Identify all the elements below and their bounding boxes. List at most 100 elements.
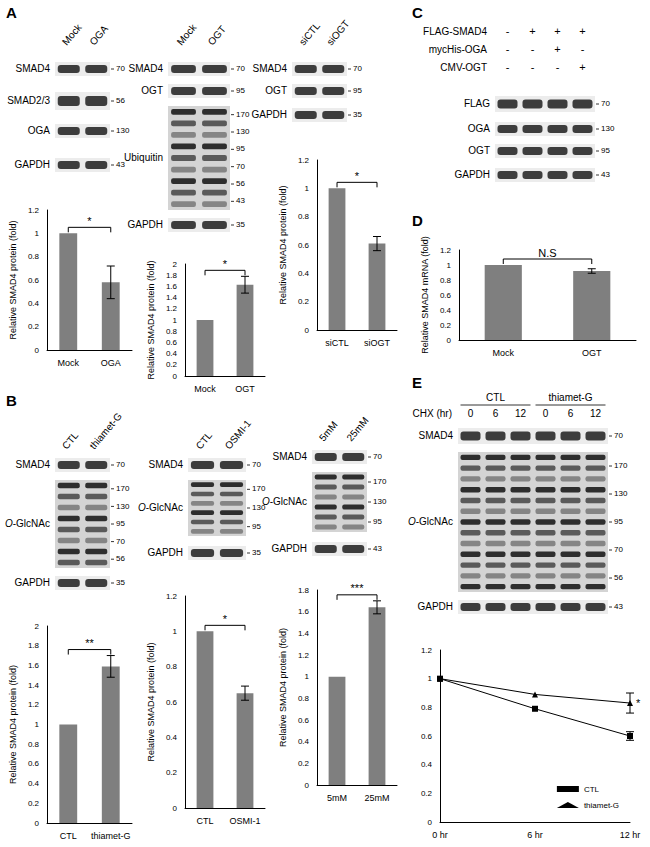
svg-text:GAPDH: GAPDH <box>251 109 287 120</box>
svg-text:*: * <box>223 613 228 625</box>
svg-text:OSMI-1: OSMI-1 <box>223 417 254 451</box>
svg-text:0.8: 0.8 <box>298 212 310 221</box>
svg-text:70: 70 <box>236 162 245 171</box>
svg-text:0.4: 0.4 <box>298 269 310 278</box>
svg-text:GAPDH: GAPDH <box>14 577 50 588</box>
svg-text:0: 0 <box>173 804 178 813</box>
svg-text:1.8: 1.8 <box>298 586 310 595</box>
svg-text:0: 0 <box>173 372 178 381</box>
svg-text:0.6: 0.6 <box>298 241 310 250</box>
svg-text:Relative SMAD4 protein (fold): Relative SMAD4 protein (fold) <box>146 642 156 761</box>
svg-text:70: 70 <box>116 64 125 73</box>
svg-text:GAPDH: GAPDH <box>454 169 490 180</box>
svg-text:0: 0 <box>305 326 310 335</box>
svg-text:SMAD4: SMAD4 <box>253 63 288 74</box>
svg-text:*: * <box>636 697 641 709</box>
svg-text:95: 95 <box>614 517 623 526</box>
svg-text:130: 130 <box>116 126 130 135</box>
svg-text:0.8: 0.8 <box>421 703 433 712</box>
svg-text:*: * <box>355 170 360 182</box>
svg-text:0.4: 0.4 <box>298 737 310 746</box>
svg-text:1: 1 <box>173 627 178 636</box>
svg-text:O-GlcNAc: O-GlcNAc <box>408 516 453 527</box>
svg-text:70: 70 <box>614 431 623 440</box>
svg-text:GAPDH: GAPDH <box>271 543 307 554</box>
svg-text:0.2: 0.2 <box>28 799 40 808</box>
svg-text:170: 170 <box>614 461 628 470</box>
svg-text:thiamet-G: thiamet-G <box>87 410 124 451</box>
svg-text:OGA: OGA <box>101 358 121 368</box>
svg-text:1.6: 1.6 <box>166 282 178 291</box>
svg-text:70: 70 <box>353 64 362 73</box>
svg-text:6: 6 <box>568 408 574 419</box>
svg-text:0: 0 <box>35 819 40 828</box>
svg-text:Relative SMAD4 protein (fold): Relative SMAD4 protein (fold) <box>8 665 18 784</box>
svg-text:Mock: Mock <box>493 348 515 358</box>
svg-text:OGA: OGA <box>87 23 110 47</box>
svg-text:130: 130 <box>116 502 130 511</box>
svg-text:130: 130 <box>373 497 387 506</box>
svg-text:+: + <box>579 61 585 73</box>
svg-text:5mM: 5mM <box>317 419 340 443</box>
svg-text:O-GlcNAc: O-GlcNAc <box>5 518 50 529</box>
svg-text:Relative SMAD4 mRNA (fold): Relative SMAD4 mRNA (fold) <box>420 236 430 354</box>
svg-text:0.6: 0.6 <box>298 716 310 725</box>
svg-text:0.8: 0.8 <box>440 276 452 285</box>
svg-text:0.8: 0.8 <box>166 662 178 671</box>
svg-text:0 hr: 0 hr <box>432 830 448 840</box>
svg-text:0.6: 0.6 <box>166 698 178 707</box>
svg-text:25mM: 25mM <box>364 793 389 803</box>
svg-text:**: ** <box>85 637 94 649</box>
svg-text:43: 43 <box>614 602 623 611</box>
svg-text:CTL: CTL <box>197 816 214 826</box>
svg-text:95: 95 <box>373 517 382 526</box>
svg-text:0.4: 0.4 <box>421 760 433 769</box>
svg-text:0.4: 0.4 <box>166 349 178 358</box>
svg-text:0.2: 0.2 <box>440 321 452 330</box>
svg-text:0.8: 0.8 <box>28 740 40 749</box>
svg-text:70: 70 <box>252 460 261 469</box>
svg-text:0.6: 0.6 <box>28 276 40 285</box>
svg-text:SMAD4: SMAD4 <box>16 63 51 74</box>
svg-text:0: 0 <box>468 408 474 419</box>
svg-text:1.2: 1.2 <box>421 646 433 655</box>
svg-text:siOGT: siOGT <box>324 18 351 47</box>
svg-text:C: C <box>412 4 423 21</box>
svg-text:-: - <box>556 61 560 73</box>
svg-text:1.2: 1.2 <box>166 304 178 313</box>
svg-text:170: 170 <box>116 484 130 493</box>
svg-text:1: 1 <box>35 720 40 729</box>
svg-text:GAPDH: GAPDH <box>127 219 163 230</box>
svg-text:***: *** <box>351 582 365 594</box>
svg-text:*: * <box>87 215 92 227</box>
svg-text:70: 70 <box>373 452 382 461</box>
svg-text:Mock: Mock <box>194 384 216 394</box>
svg-text:2: 2 <box>35 622 40 631</box>
svg-text:0.2: 0.2 <box>28 322 40 331</box>
svg-text:1.6: 1.6 <box>28 661 40 670</box>
svg-text:70: 70 <box>236 64 245 73</box>
svg-text:1: 1 <box>305 184 310 193</box>
svg-text:56: 56 <box>116 554 125 563</box>
svg-text:0.4: 0.4 <box>28 299 40 308</box>
svg-text:5mM: 5mM <box>327 793 347 803</box>
svg-text:SMAD4: SMAD4 <box>16 459 51 470</box>
svg-text:0: 0 <box>35 346 40 355</box>
svg-text:35: 35 <box>353 110 362 119</box>
svg-text:170: 170 <box>236 110 250 119</box>
svg-text:thiamet-G: thiamet-G <box>584 801 619 810</box>
svg-text:SMAD4: SMAD4 <box>273 451 308 462</box>
svg-text:*: * <box>223 258 228 270</box>
svg-text:0.6: 0.6 <box>440 291 452 300</box>
svg-text:0.2: 0.2 <box>421 789 433 798</box>
svg-text:0.6: 0.6 <box>421 732 433 741</box>
svg-text:70: 70 <box>116 460 125 469</box>
svg-text:1: 1 <box>305 672 310 681</box>
svg-text:+: + <box>579 25 585 37</box>
svg-text:0.2: 0.2 <box>298 297 310 306</box>
svg-text:1: 1 <box>35 229 40 238</box>
svg-text:1.4: 1.4 <box>28 681 40 690</box>
svg-text:siCTL: siCTL <box>325 338 349 348</box>
svg-text:OGT: OGT <box>206 24 228 48</box>
svg-text:56: 56 <box>614 573 623 582</box>
